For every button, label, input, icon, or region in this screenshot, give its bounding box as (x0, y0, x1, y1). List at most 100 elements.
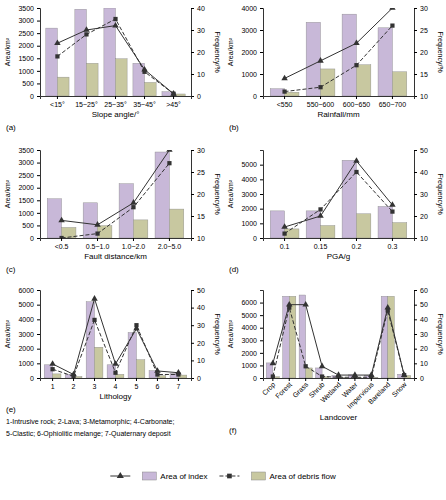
y-axis-title: Area/km² (4, 179, 11, 208)
axis-line (192, 9, 195, 97)
tick-label: 4000 (241, 176, 257, 183)
panel-label: (f) (229, 426, 237, 435)
tick-label: 50 (420, 147, 428, 154)
legend-swatch (227, 474, 232, 479)
bar (95, 347, 103, 378)
tick: 1.0~2.0 (122, 238, 146, 250)
tick-label: 40 (420, 169, 428, 176)
tick: 550~600 (307, 96, 335, 108)
tick-label: 4000 (18, 316, 34, 323)
tick: 40 (191, 5, 205, 12)
line (285, 8, 393, 78)
tick-label: 1000 (241, 71, 257, 78)
tick: 2000 (18, 345, 40, 352)
tick-label: 2000 (18, 345, 34, 352)
tick-label: 20 (197, 340, 205, 347)
tick: 30 (414, 5, 428, 12)
panel: 0100020003000400050006000010203040501234… (4, 287, 221, 438)
tick: 20 (414, 213, 428, 220)
marker (131, 205, 135, 209)
tick: 0 (30, 375, 40, 382)
tick-mark (414, 52, 417, 53)
bar (306, 211, 320, 238)
marker (282, 231, 286, 235)
axis-line (41, 239, 192, 242)
tick-label: 10 (197, 71, 205, 78)
tick-mark (320, 238, 321, 241)
tick: 3 (93, 378, 97, 390)
tick-label: 35~45° (133, 101, 156, 108)
y-axis: 010002000300040005000 (241, 151, 263, 242)
marker (95, 231, 99, 235)
marker (59, 236, 63, 238)
tick-label: 0 (197, 93, 201, 100)
tick-label: >45° (166, 101, 181, 108)
marker (71, 374, 75, 378)
tick: 40 (414, 169, 428, 176)
tick: Snow (391, 378, 409, 398)
tick-mark (37, 188, 40, 189)
bar (75, 9, 87, 96)
bar-series (266, 295, 404, 378)
y-axis-title: Area/km² (4, 37, 11, 66)
tick: 2000 (241, 49, 263, 56)
tick: 3500 (18, 5, 40, 12)
tick-mark (260, 74, 263, 75)
tick-mark (260, 52, 263, 53)
tick: 25 (191, 169, 205, 176)
panel-label: (e) (6, 405, 16, 414)
tick: 0.5~1.0 (86, 238, 110, 250)
axis-line (264, 379, 415, 382)
marker (287, 305, 291, 309)
marker (318, 85, 322, 89)
line-series (281, 157, 395, 229)
y2-axis-title: Frequency/% (436, 313, 444, 354)
bar (133, 63, 145, 96)
y-axis: 010203040 (191, 5, 205, 100)
tick-mark (260, 378, 263, 379)
tick-label: 4000 (241, 5, 257, 12)
marker (83, 26, 89, 32)
tick-mark (191, 52, 194, 53)
tick-label: <550 (277, 101, 293, 108)
x-axis-title: Slope angle/° (92, 110, 140, 119)
bar (116, 59, 128, 96)
tick-label: Bareland (367, 381, 392, 406)
tick: 3000 (241, 27, 263, 34)
tick-label: 500 (22, 222, 34, 229)
tick-mark (414, 334, 417, 335)
tick: 500 (22, 80, 40, 87)
tick: 0.1 (280, 238, 290, 250)
marker (354, 170, 358, 174)
bar (57, 77, 69, 96)
tick: 2000 (18, 184, 40, 191)
tick: 0.15 (314, 238, 328, 250)
tick-label: 6 (155, 383, 159, 390)
line-series (59, 161, 171, 238)
tick-label: 30 (197, 322, 205, 329)
plot-area (46, 8, 185, 96)
tick-label: 4 (114, 383, 118, 390)
tick-mark (260, 353, 263, 354)
tick: 30 (191, 322, 205, 329)
marker (92, 318, 96, 322)
tick-label: 40 (197, 304, 205, 311)
line-series (282, 170, 394, 236)
tick: 1000 (18, 210, 40, 217)
legend: Area of indexArea of debris flow (110, 472, 336, 481)
tick-label: 10 (420, 93, 428, 100)
marker (401, 371, 407, 377)
x-axis-title: Rainfall/mm (317, 110, 360, 119)
tick-mark (414, 30, 417, 31)
tick-mark (191, 216, 194, 217)
tick-mark (94, 378, 95, 381)
tick-label: 30 (420, 331, 428, 338)
tick-label: 2500 (18, 172, 34, 179)
axis-line (192, 291, 195, 379)
tick-mark (57, 96, 58, 99)
marker (389, 201, 395, 207)
tick-label: 1000 (18, 360, 34, 367)
panel: 01000200030004000500010203040500.10.150.… (227, 147, 444, 274)
tick-mark (414, 349, 417, 350)
tick: 5000 (241, 161, 263, 168)
